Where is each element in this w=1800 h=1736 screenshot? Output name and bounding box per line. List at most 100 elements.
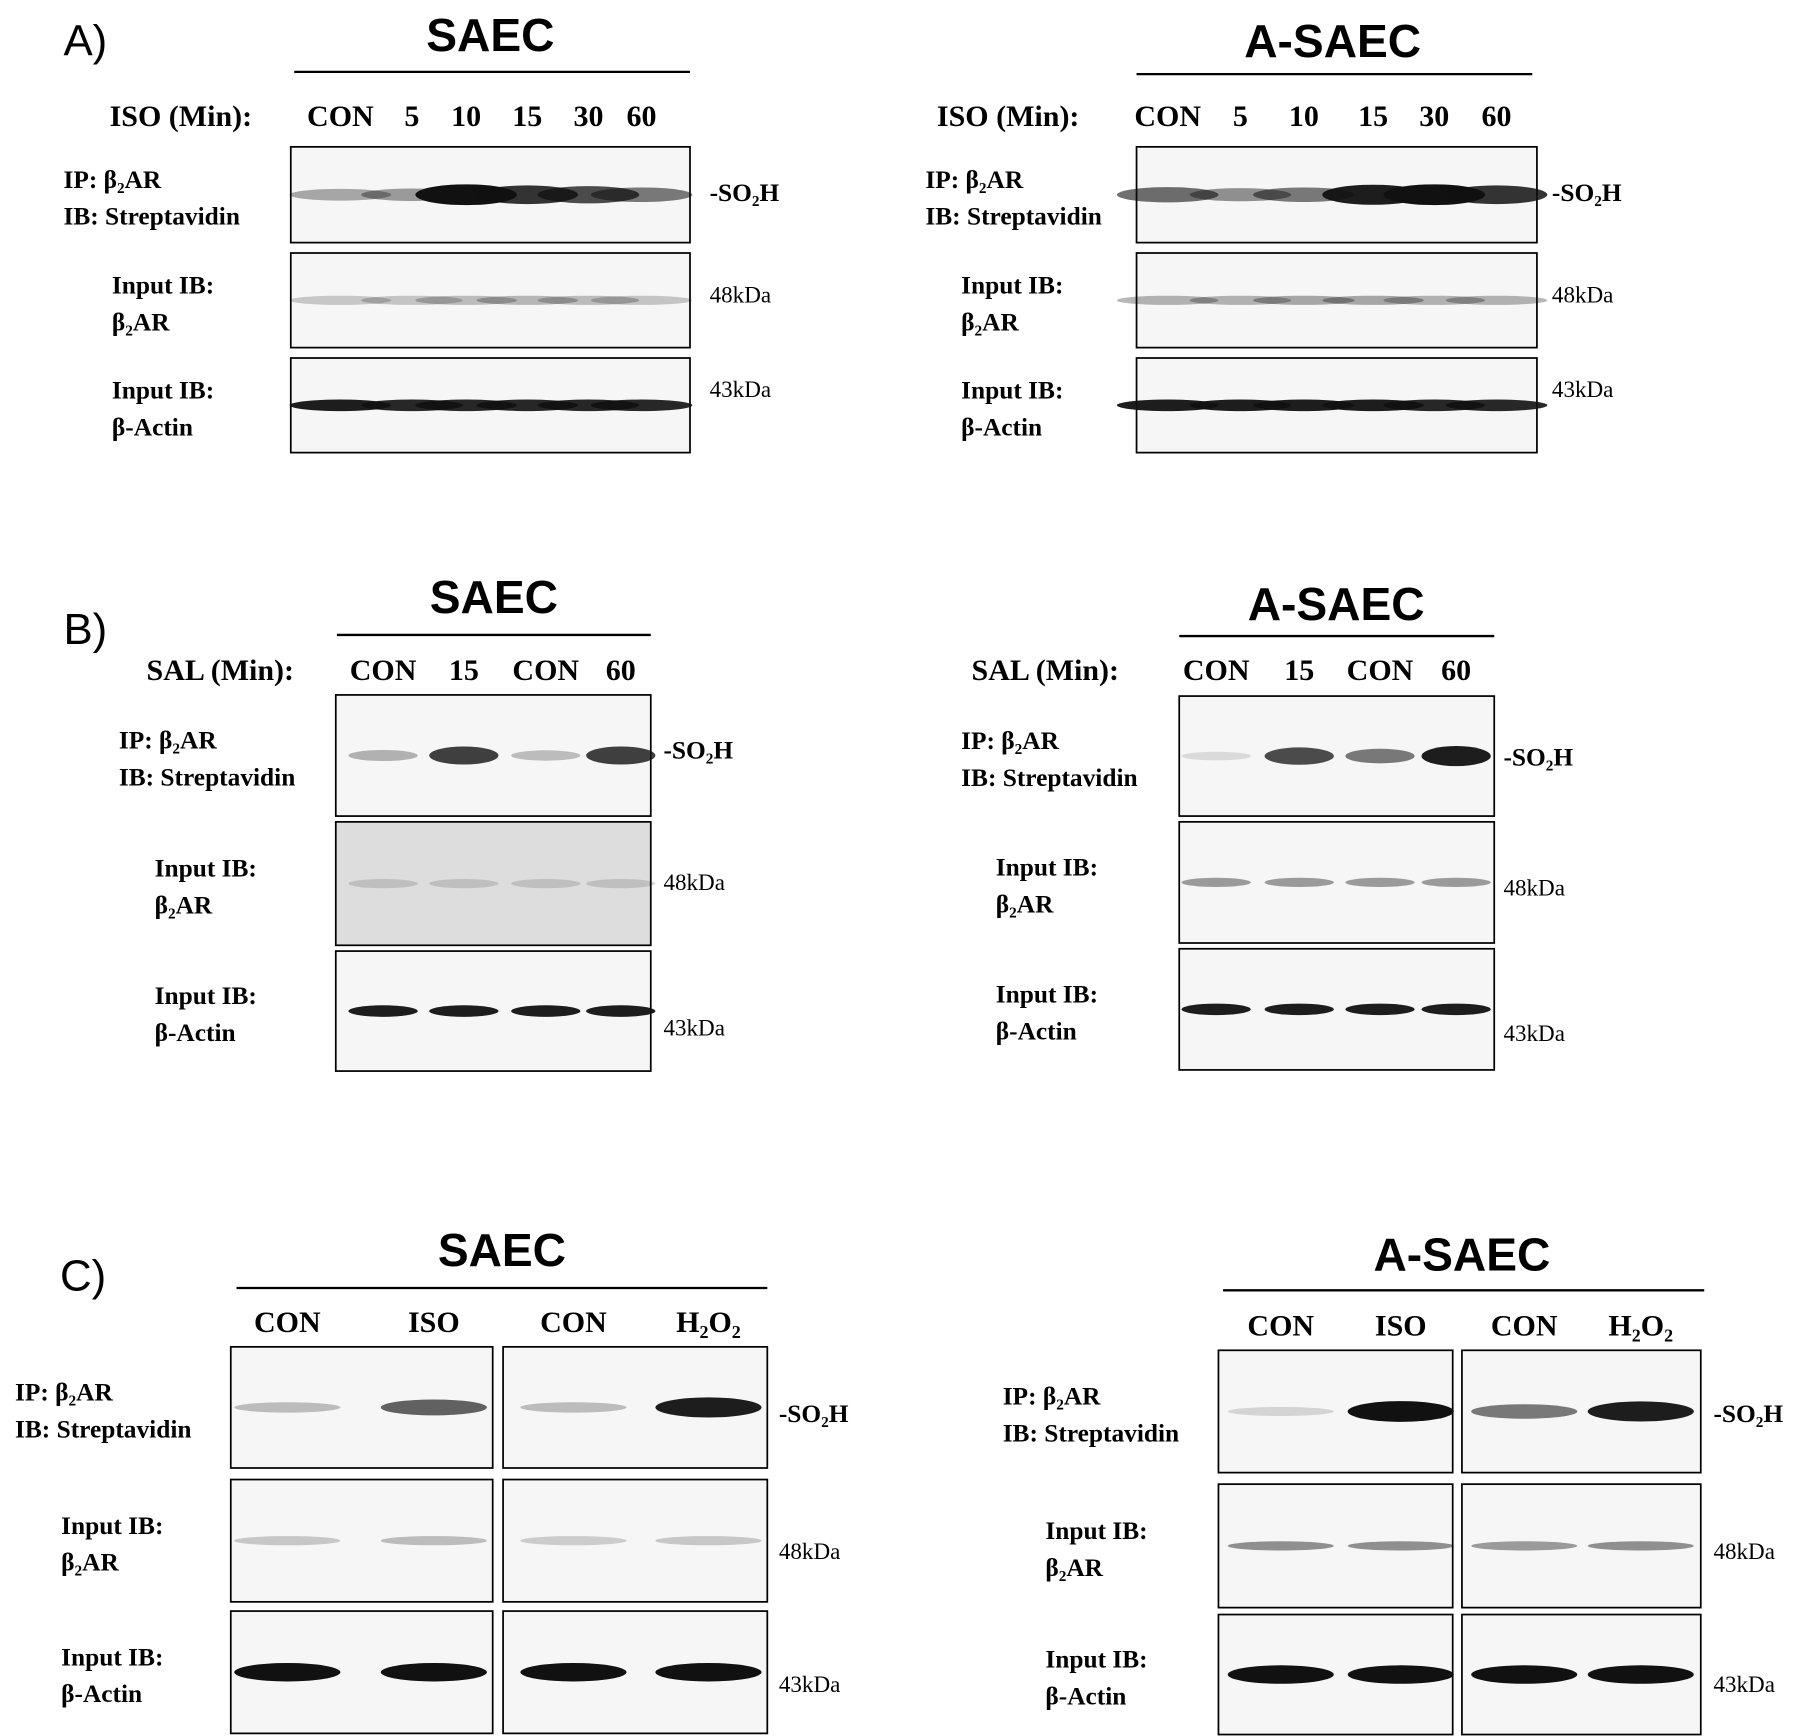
size-marker: 43kDa [779, 1671, 841, 1697]
band [586, 746, 656, 765]
band [234, 1402, 341, 1413]
band [590, 187, 693, 202]
band [1116, 187, 1219, 203]
band [429, 1005, 499, 1017]
blot-label: IB: Streptavidin [15, 1415, 192, 1443]
band [415, 295, 517, 305]
blot-label: IB: Streptavidin [961, 764, 1137, 792]
blot-label: Input IB: [112, 271, 214, 299]
lane-label: CON [1347, 654, 1414, 687]
size-marker: 48kDa [710, 282, 772, 308]
lane-label: CON [512, 654, 579, 687]
blot-box [289, 252, 691, 349]
lane-label: CON [1183, 654, 1250, 687]
lane-label: 60 [1441, 654, 1471, 687]
band [511, 1005, 581, 1017]
band [289, 295, 392, 305]
blot-label: β₂AR [1045, 1554, 1103, 1582]
blot-label: IP: β₂AR [925, 166, 1023, 194]
band [1181, 751, 1251, 761]
lane-label: 5 [1233, 100, 1248, 133]
group-title: SAEC [430, 571, 558, 623]
size-marker: -SO₂H [1552, 179, 1622, 207]
size-marker: 43kDa [1552, 376, 1614, 402]
size-marker: -SO₂H [663, 736, 733, 764]
band [590, 399, 693, 412]
panel-label: A) [63, 17, 107, 66]
blot-label: IB: Streptavidin [119, 764, 296, 792]
band [1445, 399, 1548, 412]
band [1347, 1665, 1454, 1684]
blot-label: IP: β₂AR [1003, 1383, 1101, 1411]
band [655, 1397, 762, 1418]
band [1347, 1401, 1454, 1422]
band [511, 750, 581, 761]
band [1587, 1541, 1694, 1551]
band [380, 1399, 487, 1416]
band [289, 399, 392, 412]
treatment-label: ISO (Min): [937, 100, 1080, 133]
band [380, 1663, 487, 1682]
band [1445, 185, 1548, 205]
size-marker: -SO₂H [1503, 743, 1573, 771]
band [1181, 1003, 1251, 1016]
band [1345, 877, 1415, 888]
band [1587, 1401, 1694, 1422]
size-marker: 43kDa [710, 376, 772, 402]
lane-label: CON [1134, 100, 1201, 133]
band [1421, 877, 1491, 888]
band [1264, 1003, 1334, 1016]
band [1471, 1541, 1578, 1551]
band [1587, 1665, 1694, 1684]
lane-label: H₂O₂ [1608, 1309, 1673, 1342]
blot-box [229, 1478, 494, 1603]
blot-label: Input IB: [996, 854, 1098, 882]
band [655, 1536, 762, 1546]
blot-box [1135, 252, 1538, 349]
band [1264, 877, 1334, 888]
band [1227, 1665, 1334, 1684]
band [429, 878, 499, 889]
band [586, 1005, 656, 1017]
band [537, 295, 640, 305]
blot-label: β-Actin [961, 413, 1042, 441]
blot-box [1461, 1483, 1702, 1609]
size-marker: 48kDa [1713, 1538, 1775, 1564]
lane-label: H₂O₂ [676, 1306, 741, 1339]
group-title: SAEC [426, 9, 554, 61]
blot-label: IP: β₂AR [119, 727, 217, 755]
band [234, 1663, 341, 1682]
band [520, 1402, 627, 1413]
lane-label: CON [307, 100, 374, 133]
blot-label: β-Actin [996, 1017, 1077, 1045]
size-marker: 48kDa [1552, 282, 1614, 308]
lane-label: 15 [1284, 654, 1314, 687]
blot-label: β₂AR [996, 890, 1054, 918]
band [380, 1536, 487, 1546]
band [348, 1005, 418, 1017]
band [1471, 1665, 1578, 1684]
band [1253, 295, 1355, 305]
blot-label: IB: Streptavidin [1003, 1419, 1180, 1447]
band [590, 295, 693, 305]
group-title: A-SAEC [1248, 578, 1425, 630]
size-marker: 48kDa [779, 1538, 841, 1564]
blot-label: IP: β₂AR [15, 1379, 113, 1407]
lane-label: 10 [1289, 100, 1319, 133]
band [234, 1536, 341, 1546]
treatment-label: ISO (Min): [110, 100, 253, 133]
band [1345, 1003, 1415, 1016]
blot-label: Input IB: [155, 855, 257, 883]
group-title: A-SAEC [1373, 1229, 1550, 1281]
blot-label: β-Actin [112, 413, 193, 441]
blot-label: Input IB: [1045, 1517, 1147, 1545]
blot-label: β₂AR [961, 308, 1019, 336]
group-title: A-SAEC [1244, 15, 1421, 67]
blot-label: Input IB: [996, 980, 1098, 1008]
band [1264, 747, 1334, 765]
band [289, 188, 392, 201]
band [1347, 1541, 1454, 1551]
band [511, 878, 581, 889]
band [655, 1663, 762, 1682]
lane-label: 60 [606, 654, 636, 687]
